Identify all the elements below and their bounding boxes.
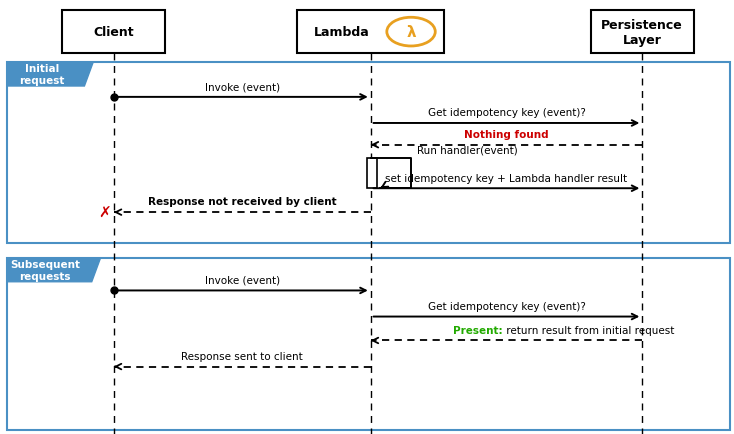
Circle shape xyxy=(387,18,435,47)
FancyBboxPatch shape xyxy=(367,158,377,189)
Polygon shape xyxy=(7,258,101,282)
Polygon shape xyxy=(7,63,93,87)
Text: Run handler(event): Run handler(event) xyxy=(417,145,517,155)
FancyBboxPatch shape xyxy=(62,11,165,54)
FancyBboxPatch shape xyxy=(591,11,694,54)
Text: return result from initial request: return result from initial request xyxy=(503,325,674,335)
Text: Response sent to client: Response sent to client xyxy=(181,351,303,361)
Text: Invoke (event): Invoke (event) xyxy=(205,82,280,92)
Text: Present:: Present: xyxy=(453,325,503,335)
Text: ✗: ✗ xyxy=(98,205,112,220)
Text: Invoke (event): Invoke (event) xyxy=(205,275,280,285)
Text: λ: λ xyxy=(406,25,416,40)
Text: Get idempotency key (event)?: Get idempotency key (event)? xyxy=(427,108,586,118)
Text: Response not received by client: Response not received by client xyxy=(148,197,336,207)
Text: set idempotency key + Lambda handler result: set idempotency key + Lambda handler res… xyxy=(385,173,628,183)
Text: Persistence
Layer: Persistence Layer xyxy=(601,19,683,46)
Text: Nothing found: Nothing found xyxy=(464,130,549,140)
Text: Lambda: Lambda xyxy=(313,26,369,39)
Text: Subsequent
requests: Subsequent requests xyxy=(10,260,80,281)
Text: Get idempotency key (event)?: Get idempotency key (event)? xyxy=(427,301,586,311)
FancyBboxPatch shape xyxy=(297,11,444,54)
Text: Client: Client xyxy=(93,26,134,39)
Text: Initial
request: Initial request xyxy=(19,64,65,85)
FancyBboxPatch shape xyxy=(7,258,730,430)
FancyBboxPatch shape xyxy=(7,63,730,243)
